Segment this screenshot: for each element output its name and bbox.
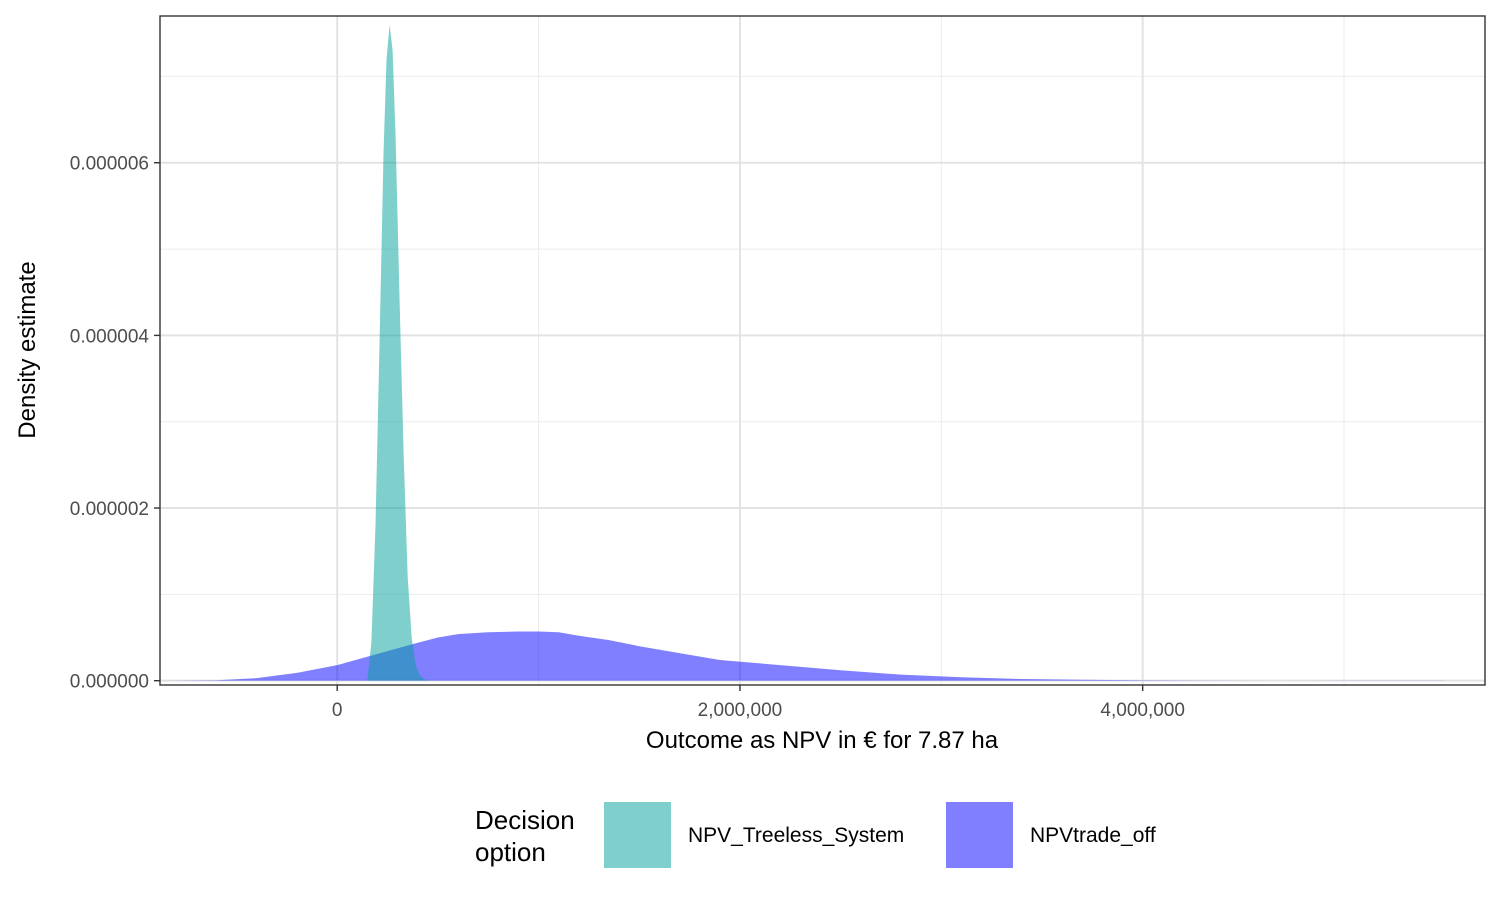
- x-axis-title: Outcome as NPV in € for 7.87 ha: [646, 727, 999, 754]
- x-tick-label: 2,000,000: [698, 700, 783, 721]
- x-tick-label: 4,000,000: [1100, 700, 1185, 721]
- plot-panel: [160, 16, 1485, 685]
- y-tick-label: 0.000002: [70, 499, 149, 520]
- legend-label-npvtrade-off: NPVtrade_off: [1030, 824, 1156, 847]
- legend: Decision option NPV_Treeless_System NPVt…: [475, 802, 1156, 868]
- x-axis: 0 2,000,000 4,000,000: [332, 685, 1185, 721]
- y-axis: 0.000000 0.000002 0.000004 0.000006: [70, 154, 160, 693]
- y-tick-label: 0.000006: [70, 154, 149, 175]
- density-areas: [160, 24, 1445, 681]
- legend-key-npv-treeless-system: [604, 802, 671, 868]
- legend-title-line-2: option: [475, 837, 546, 867]
- y-axis-title: Density estimate: [14, 261, 41, 438]
- y-tick-label: 0.000000: [70, 672, 149, 693]
- y-tick-label: 0.000004: [70, 326, 150, 347]
- legend-title-line-1: Decision: [475, 805, 575, 835]
- plot-border: [159, 15, 1486, 686]
- x-tick-label: 0: [332, 700, 343, 721]
- legend-key-npvtrade-off: [946, 802, 1013, 868]
- density-area-npv-treeless-system: [367, 24, 430, 681]
- density-area-npvtrade-off: [160, 631, 1445, 681]
- legend-label-npv-treeless-system: NPV_Treeless_System: [688, 824, 904, 847]
